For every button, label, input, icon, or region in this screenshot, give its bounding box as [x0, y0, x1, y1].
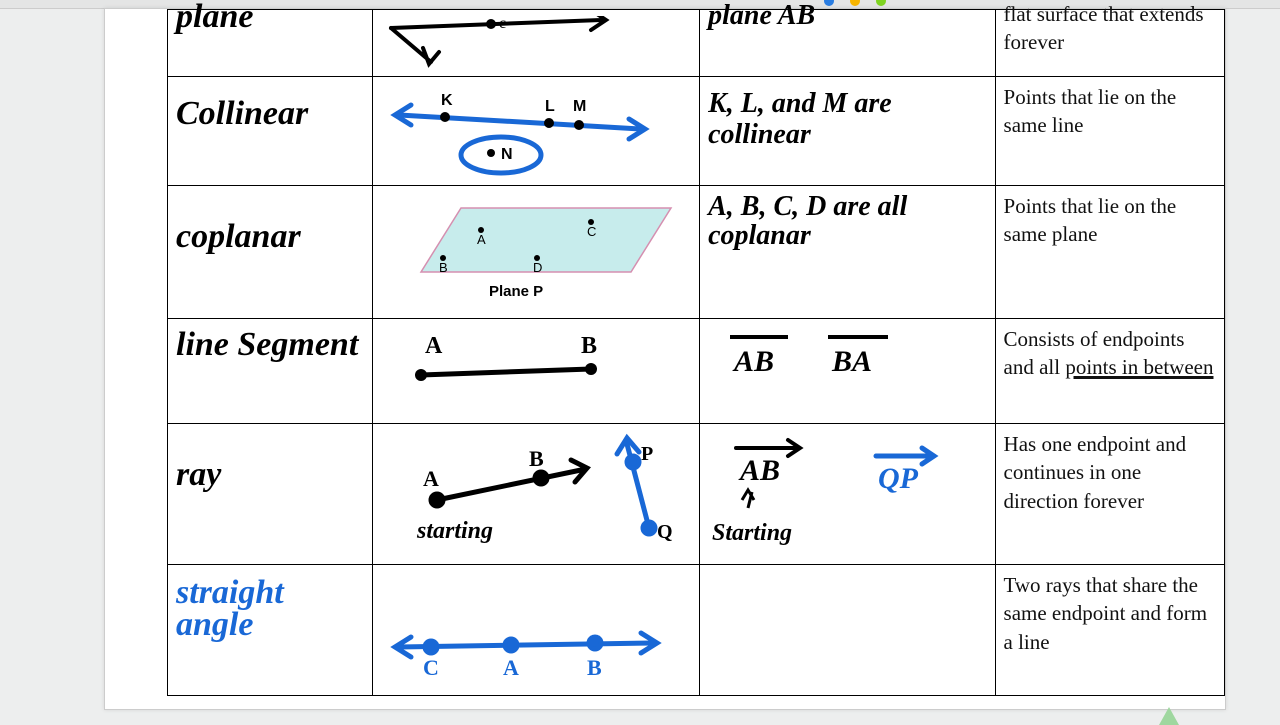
svg-text:BA: BA	[831, 345, 872, 378]
ray-diagram: A B starting P Q	[381, 430, 691, 558]
svg-text:AB: AB	[738, 454, 780, 487]
def-ray: Has one endpoint and continues in one di…	[995, 424, 1224, 565]
def-collinear: Points that lie on the same line	[995, 77, 1224, 186]
label-L: L	[545, 98, 555, 115]
svg-text:AB: AB	[732, 345, 774, 378]
svg-text:A: A	[477, 232, 486, 247]
triangle-icon	[1159, 707, 1179, 725]
segment-diagram: A B	[381, 325, 681, 417]
table-row: Collinear K L M N K, L, and M are collin…	[168, 77, 1225, 186]
term-ray: ray	[176, 458, 364, 492]
svg-text:B: B	[587, 655, 602, 680]
svg-text:A: A	[425, 333, 443, 359]
term-coplanar: coplanar	[176, 220, 364, 254]
label-M: M	[573, 98, 586, 115]
svg-text:B: B	[439, 260, 448, 275]
def-segment: Consists of endpoints and all points in …	[995, 319, 1224, 424]
def-plane: flat surface that extends forever	[1004, 0, 1216, 57]
svg-text:C: C	[423, 655, 439, 680]
term-straight-angle: straight angle	[176, 577, 364, 642]
svg-text:B: B	[529, 446, 544, 471]
table-row: ray A B starting P Q AB Starting QP Has …	[168, 424, 1225, 565]
document-page: plane c plane AB flat surface that exten…	[104, 8, 1226, 710]
note-collinear: K, L, and M are collinear	[708, 89, 986, 151]
svg-text:P: P	[641, 443, 653, 465]
label-K: K	[441, 92, 453, 109]
ray-notation: AB Starting QP	[708, 430, 978, 558]
table-row: line Segment A B AB BA Consists of endpo…	[168, 319, 1225, 424]
def-straight-angle: Two rays that share the same endpoint an…	[995, 565, 1224, 696]
term-plane: plane	[176, 0, 364, 34]
note-coplanar: A, B, C, D are all coplanar	[708, 192, 986, 251]
table-row: coplanar A C B D Plane P A, B, C, D are al…	[168, 186, 1225, 319]
straight-angle-diagram: CAB	[381, 571, 681, 689]
segment-notation: AB BA	[708, 325, 978, 395]
svg-text:C: C	[587, 224, 596, 239]
svg-text:QP: QP	[878, 462, 919, 495]
svg-text:starting: starting	[416, 518, 493, 544]
plane-label: Plane P	[489, 283, 543, 300]
svg-text:Starting: Starting	[712, 520, 792, 546]
svg-text:B: B	[581, 333, 597, 359]
coplanar-diagram: A C B D Plane P	[381, 192, 681, 312]
geometry-table: plane c plane AB flat surface that exten…	[167, 9, 1225, 696]
table-row: straight angle C A B Two rays that share t…	[168, 565, 1225, 696]
svg-text:D: D	[533, 260, 542, 275]
svg-text:A: A	[503, 655, 519, 680]
svg-text:c: c	[499, 16, 506, 32]
label-N: N	[501, 146, 513, 163]
plane-diagram: c	[381, 16, 681, 70]
collinear-diagram: K L M N	[381, 83, 681, 179]
svg-text:A: A	[423, 466, 439, 491]
svg-text:Q: Q	[657, 521, 673, 543]
table-row: plane c plane AB flat surface that exten…	[168, 10, 1225, 77]
note-plane: plane AB	[708, 2, 986, 30]
term-collinear: Collinear	[176, 97, 364, 131]
def-coplanar: Points that lie on the same plane	[995, 186, 1224, 319]
term-segment: line Segment	[176, 329, 364, 361]
